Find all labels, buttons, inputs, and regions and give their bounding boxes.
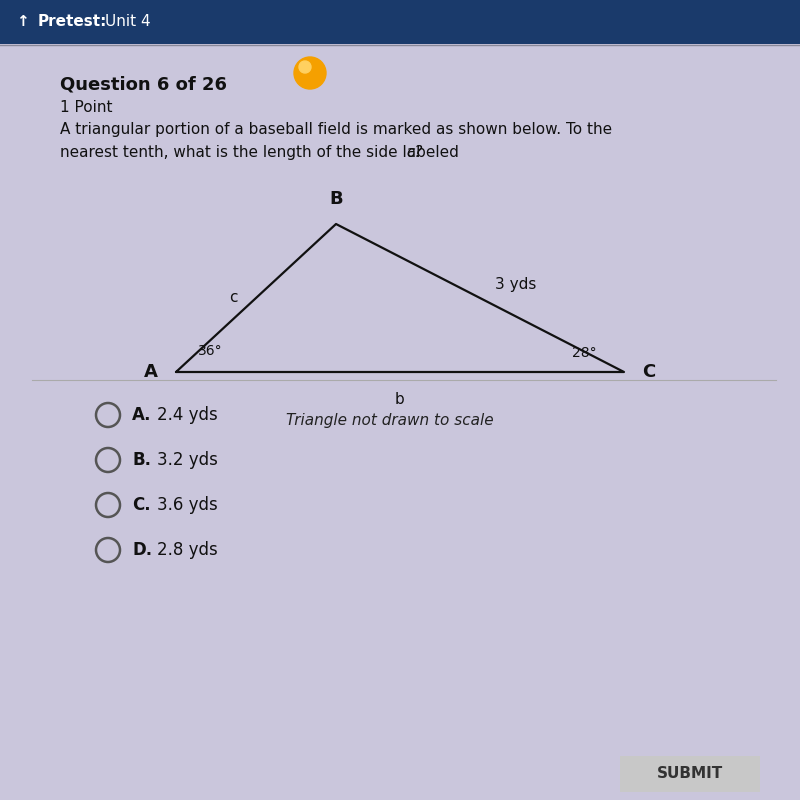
Circle shape bbox=[299, 61, 311, 73]
Text: Triangle not drawn to scale: Triangle not drawn to scale bbox=[286, 413, 494, 427]
Text: ↑: ↑ bbox=[16, 14, 28, 30]
Text: B.: B. bbox=[132, 451, 151, 469]
Text: nearest tenth, what is the length of the side labeled: nearest tenth, what is the length of the… bbox=[60, 145, 464, 160]
FancyBboxPatch shape bbox=[620, 756, 760, 792]
Text: D.: D. bbox=[132, 541, 152, 559]
Text: C: C bbox=[642, 363, 655, 381]
Text: 3 yds: 3 yds bbox=[495, 277, 536, 291]
Text: 3.6 yds: 3.6 yds bbox=[157, 496, 218, 514]
Text: A triangular portion of a baseball field is marked as shown below. To the: A triangular portion of a baseball field… bbox=[60, 122, 612, 137]
Text: A: A bbox=[144, 363, 158, 381]
Text: c: c bbox=[230, 290, 238, 306]
Text: 36°: 36° bbox=[198, 344, 222, 358]
Text: A.: A. bbox=[132, 406, 151, 424]
Text: 2.4 yds: 2.4 yds bbox=[157, 406, 218, 424]
Text: SUBMIT: SUBMIT bbox=[657, 766, 723, 782]
Text: C.: C. bbox=[132, 496, 150, 514]
Text: Unit 4: Unit 4 bbox=[105, 14, 150, 30]
Text: 3.2 yds: 3.2 yds bbox=[157, 451, 218, 469]
Text: c?: c? bbox=[406, 145, 423, 160]
Bar bbox=[0, 0, 800, 44]
Text: 1 Point: 1 Point bbox=[60, 100, 113, 115]
Text: Question 6 of 26: Question 6 of 26 bbox=[60, 75, 227, 93]
Text: 2.8 yds: 2.8 yds bbox=[157, 541, 218, 559]
Text: 28°: 28° bbox=[572, 346, 597, 360]
Text: B: B bbox=[329, 190, 343, 208]
Circle shape bbox=[294, 57, 326, 89]
Text: Pretest:: Pretest: bbox=[38, 14, 107, 30]
Text: b: b bbox=[395, 392, 405, 407]
